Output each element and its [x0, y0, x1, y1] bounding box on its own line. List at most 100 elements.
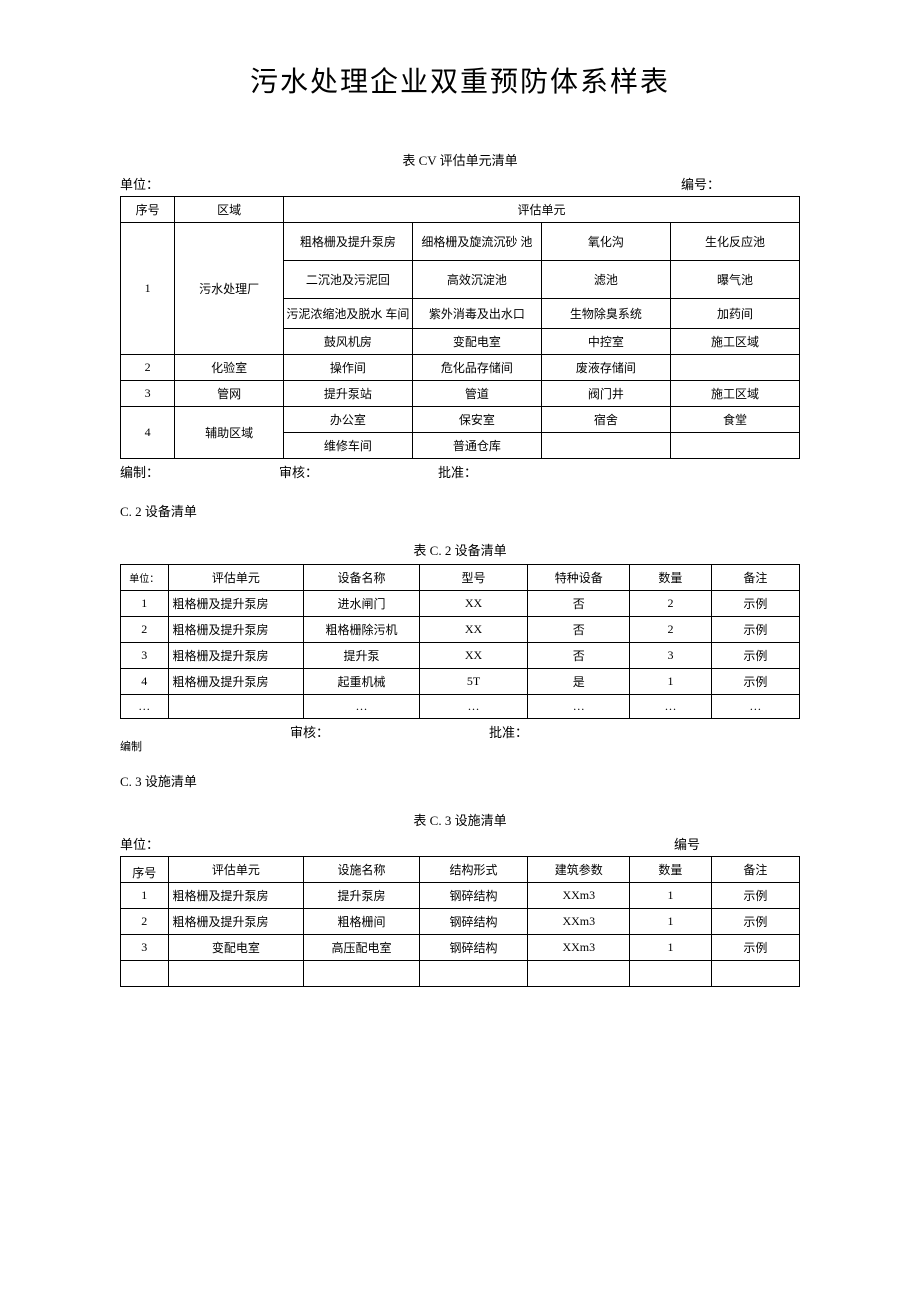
- cell: 1: [121, 883, 169, 909]
- table1-number-label: 编号：: [681, 174, 720, 193]
- cell: 示例: [711, 935, 799, 961]
- cell: …: [711, 695, 799, 719]
- cell: 5T: [419, 669, 528, 695]
- table-row: 1 粗格栅及提升泵房 进水闸门 XX 否 2 示例: [121, 591, 800, 617]
- table-row: 序号 区域 评估单元: [121, 197, 800, 223]
- cell: …: [304, 695, 419, 719]
- cell: 起重机械: [304, 669, 419, 695]
- cell: 废液存储间: [541, 355, 670, 381]
- table3-unit-label: 单位：: [120, 834, 159, 853]
- cell: 高效沉淀池: [412, 261, 541, 299]
- seq-col: 序号: [121, 857, 169, 883]
- cell: 操作间: [283, 355, 412, 381]
- table1-unit-label: 单位：: [120, 174, 159, 193]
- cell: [541, 433, 670, 459]
- col: 型号: [419, 565, 528, 591]
- cell: 1: [630, 935, 711, 961]
- cell: 管网: [175, 381, 284, 407]
- cell: XX: [419, 617, 528, 643]
- table-row: 3 管网 提升泵站 管道 阀门井 施工区域: [121, 381, 800, 407]
- cell: 1: [630, 909, 711, 935]
- cell: 提升泵: [304, 643, 419, 669]
- cell: 生化反应池: [670, 223, 799, 261]
- doc-title: 污水处理企业双重预防体系样表: [120, 60, 800, 100]
- cell: 氧化沟: [541, 223, 670, 261]
- cell: XX: [419, 643, 528, 669]
- cell: 变配电室: [412, 329, 541, 355]
- cell: [711, 961, 799, 987]
- table3-number-label: 编号: [674, 834, 700, 853]
- cell: 钢碎结构: [419, 883, 528, 909]
- table-row: 1 污水处理厂 粗格栅及提升泵房 细格栅及旋流沉砂 池 氧化沟 生化反应池: [121, 223, 800, 261]
- table3: 序号 评估单元 设施名称 结构形式 建筑参数 数量 备注 1 粗格栅及提升泵房 …: [120, 856, 800, 987]
- cell: 1: [630, 669, 711, 695]
- col: 数量: [630, 857, 711, 883]
- cell: 细格栅及旋流沉砂 池: [412, 223, 541, 261]
- cell: 污水处理厂: [175, 223, 284, 355]
- cell: 中控室: [541, 329, 670, 355]
- cell: 示例: [711, 909, 799, 935]
- col: 建筑参数: [528, 857, 630, 883]
- cell: [670, 433, 799, 459]
- cell: …: [419, 695, 528, 719]
- table-row: 3 变配电室 高压配电室 钢碎结构 XXm3 1 示例: [121, 935, 800, 961]
- cell: [168, 961, 304, 987]
- footer-pizhun: 批准：: [438, 462, 477, 481]
- cell: …: [121, 695, 169, 719]
- col: 备注: [711, 857, 799, 883]
- col: 结构形式: [419, 857, 528, 883]
- col: 评估单元: [168, 565, 304, 591]
- footer-bianzhi: 编制：: [120, 462, 159, 481]
- col: 评估单元: [168, 857, 304, 883]
- cell: 2: [630, 591, 711, 617]
- cell: 示例: [711, 617, 799, 643]
- col-area: 区域: [175, 197, 284, 223]
- cell: XXm3: [528, 909, 630, 935]
- table3-header-line: 单位： 编号: [120, 834, 800, 853]
- col: 设施名称: [304, 857, 419, 883]
- cell: 施工区域: [670, 329, 799, 355]
- cell: …: [528, 695, 630, 719]
- cell: XXm3: [528, 883, 630, 909]
- cell: 1: [121, 591, 169, 617]
- col-seq: 序号: [121, 197, 175, 223]
- table-row: 2 化验室 操作间 危化品存储间 废液存储间: [121, 355, 800, 381]
- table-row: 2 粗格栅及提升泵房 粗格栅间 钢碎结构 XXm3 1 示例: [121, 909, 800, 935]
- cell: 1: [630, 883, 711, 909]
- cell: 紫外消毒及出水口: [412, 299, 541, 329]
- cell: [121, 961, 169, 987]
- cell: 4: [121, 407, 175, 459]
- cell: 粗格栅间: [304, 909, 419, 935]
- cell: 粗格栅除污机: [304, 617, 419, 643]
- cell: 示例: [711, 643, 799, 669]
- cell: 粗格栅及提升泵房: [168, 669, 304, 695]
- table-row: 3 粗格栅及提升泵房 提升泵 XX 否 3 示例: [121, 643, 800, 669]
- cell: 3: [630, 643, 711, 669]
- cell: 鼓风机房: [283, 329, 412, 355]
- footer-pizhun: 批准：: [489, 722, 528, 741]
- table1: 序号 区域 评估单元 1 污水处理厂 粗格栅及提升泵房 细格栅及旋流沉砂 池 氧…: [120, 196, 800, 459]
- footer-shenhe: 审核：: [279, 462, 318, 481]
- table1-header-line: 单位： 编号：: [120, 174, 800, 193]
- col: 特种设备: [528, 565, 630, 591]
- cell: [528, 961, 630, 987]
- cell: 示例: [711, 591, 799, 617]
- cell: 滤池: [541, 261, 670, 299]
- cell: 普通仓库: [412, 433, 541, 459]
- cell: 2: [121, 909, 169, 935]
- cell: 钢碎结构: [419, 935, 528, 961]
- cell: 粗格栅及提升泵房: [168, 883, 304, 909]
- section3-title: C. 3 设施清单: [120, 771, 800, 790]
- footer-shenhe: 审核：: [290, 722, 329, 741]
- cell: 提升泵站: [283, 381, 412, 407]
- tiny-unit: 单位：: [121, 565, 169, 591]
- cell: 否: [528, 591, 630, 617]
- cell: 2: [121, 355, 175, 381]
- cell: 钢碎结构: [419, 909, 528, 935]
- cell: 2: [630, 617, 711, 643]
- cell: 保安室: [412, 407, 541, 433]
- section2-title: C. 2 设备清单: [120, 501, 800, 520]
- table-row: 1 粗格栅及提升泵房 提升泵房 钢碎结构 XXm3 1 示例: [121, 883, 800, 909]
- cell: 提升泵房: [304, 883, 419, 909]
- cell: 粗格栅及提升泵房: [168, 617, 304, 643]
